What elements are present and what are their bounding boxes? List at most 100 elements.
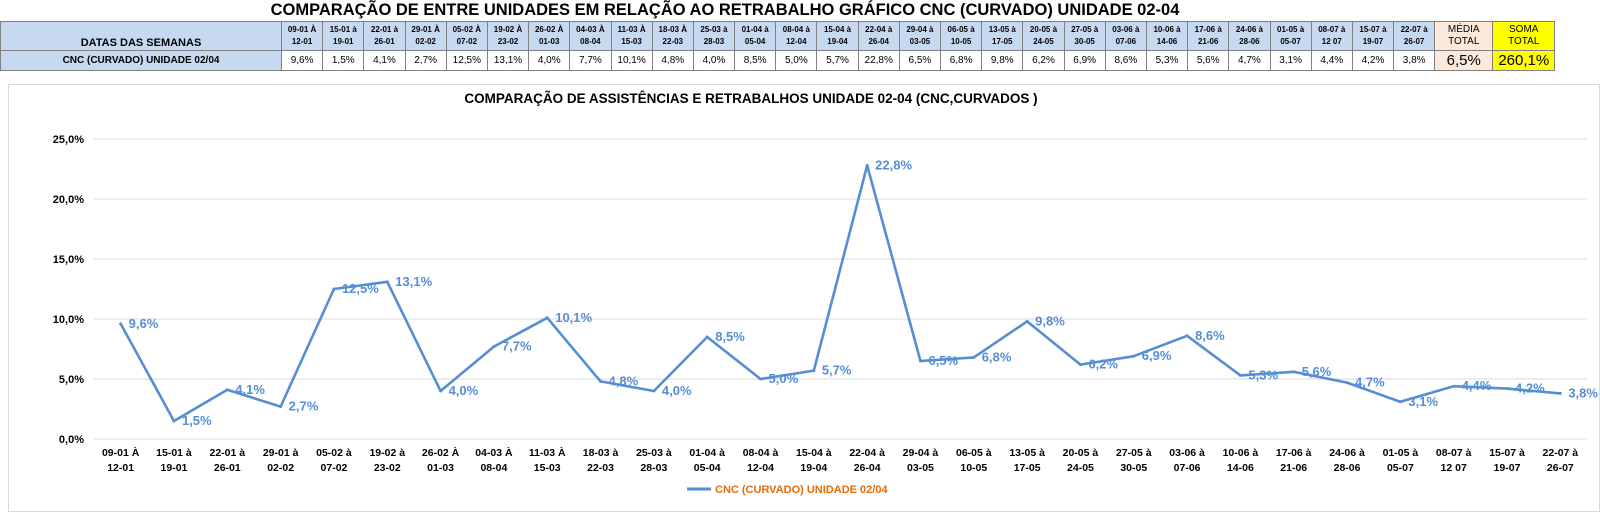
table-week-header: 15-01 à 19-01 — [322, 21, 365, 51]
week-end: 26-07 — [1403, 37, 1425, 46]
table-value-cell: 3,8% — [1393, 50, 1436, 71]
y-tick-label: 15,0% — [53, 254, 84, 266]
y-tick-label: 0,0% — [59, 434, 84, 446]
x-tick-label: 03-06 à 07-06 — [1169, 447, 1205, 474]
media-total-header-line: MÉDIA — [1447, 24, 1480, 35]
week-start: 22-07 à — [1400, 25, 1428, 34]
soma-total-value: 260,1% — [1492, 50, 1556, 71]
week-start: 10-06 à — [1153, 25, 1181, 34]
data-label: 2,7% — [289, 399, 319, 414]
data-point — [705, 335, 709, 339]
table-value-cell: 5,0% — [775, 50, 818, 71]
data-point — [1185, 334, 1189, 338]
data-point — [119, 322, 123, 326]
data-point — [759, 377, 763, 381]
data-label: 4,4% — [1462, 378, 1492, 393]
week-end: 23-02 — [497, 37, 519, 46]
data-point — [1505, 387, 1509, 391]
data-label: 4,7% — [1355, 375, 1385, 390]
chart-legend: CNC (CURVADO) UNIDADE 02/04 — [687, 484, 888, 496]
week-start: 22-04 à — [865, 25, 893, 34]
data-label: 6,5% — [928, 353, 958, 368]
table-value-cell: 1,5% — [322, 50, 365, 71]
data-label: 22,8% — [875, 157, 912, 172]
week-end: 21-06 — [1197, 37, 1219, 46]
data-point — [1078, 363, 1082, 367]
table-value-cell: 9,8% — [981, 50, 1024, 71]
data-label: 5,6% — [1302, 364, 1332, 379]
data-label: 7,7% — [502, 339, 532, 354]
table-value-cell: 6,5% — [898, 50, 942, 71]
table-value-cell: 4,4% — [1310, 50, 1353, 71]
week-end: 07-02 — [456, 37, 478, 46]
data-point — [1398, 400, 1402, 404]
table-week-header: 29-04 à 03-05 — [898, 21, 942, 51]
x-tick-label: 06-05 à 10-05 — [956, 447, 992, 474]
table-week-header: 17-06 à 21-06 — [1187, 21, 1230, 51]
data-label: 4,8% — [609, 373, 639, 388]
y-tick-label: 25,0% — [53, 134, 84, 146]
x-tick-label: 15-04 à 19-04 — [796, 447, 832, 474]
table-value-cell: 8,6% — [1104, 50, 1147, 71]
table-data-row: CNC (CURVADO) UNIDADE 02/04 9,6% 1,5% 4,1%… — [0, 50, 1556, 71]
data-label: 4,2% — [1515, 381, 1545, 396]
week-end: 28-03 — [703, 37, 725, 46]
week-end: 12 07 — [1321, 37, 1342, 46]
media-total-value: 6,5% — [1434, 50, 1494, 71]
week-start: 03-06 à — [1112, 25, 1140, 34]
line-chart: COMPARAÇÃO DE ASSISTÊNCIAS E RETRABALHOS… — [53, 91, 1599, 496]
week-start: 20-05 à — [1029, 25, 1058, 34]
data-label: 5,7% — [822, 363, 852, 378]
table-week-header: 08-04 à 12-04 — [775, 21, 818, 51]
week-end: 07-06 — [1115, 37, 1137, 46]
table-value-cell: 6,9% — [1063, 50, 1106, 71]
x-tick-label: 08-04 à 12-04 — [743, 447, 779, 474]
data-label: 3,1% — [1408, 394, 1438, 409]
x-tick-label: 08-07 à 12 07 — [1436, 447, 1472, 474]
table-week-header: 15-04 à 19-04 — [816, 21, 859, 51]
week-end: 26-04 — [868, 37, 889, 46]
table-row-label: CNC (CURVADO) UNIDADE 02/04 — [0, 50, 282, 71]
x-tick-label: 22-04 à 26-04 — [849, 447, 885, 474]
data-point — [972, 355, 976, 359]
data-point — [225, 388, 229, 392]
data-point — [332, 287, 336, 291]
data-point — [279, 405, 283, 409]
x-tick-label: 20-05 à 24-05 — [1063, 447, 1099, 474]
data-point — [1292, 370, 1296, 374]
week-end: 30-05 — [1074, 37, 1095, 46]
data-label: 4,0% — [449, 383, 479, 398]
table-value-cell: 6,2% — [1022, 50, 1065, 71]
data-label: 8,5% — [715, 329, 745, 344]
week-start: 11-03 À — [617, 25, 646, 34]
x-tick-label: 15-01 à 19-01 — [156, 447, 192, 474]
week-end: 19-01 — [333, 37, 354, 46]
x-tick-label: 25-03 à 28-03 — [636, 447, 672, 474]
data-label: 3,8% — [1568, 385, 1598, 400]
data-point — [1452, 384, 1456, 388]
week-start: 22-01 à — [370, 25, 399, 34]
table-week-header: 20-05 à 24-05 — [1022, 21, 1065, 51]
week-end: 05-04 — [744, 37, 766, 46]
data-label: 5,0% — [769, 371, 799, 386]
week-start: 29-01 À — [411, 25, 440, 34]
week-start: 08-04 à — [782, 25, 810, 34]
table-value-cell: 4,7% — [1228, 50, 1271, 71]
x-tick-label: 04-03 À 08-04 — [475, 446, 513, 474]
week-end: 02-02 — [415, 37, 436, 46]
table-week-header: 29-01 À 02-02 — [404, 21, 447, 51]
week-end: 12-04 — [786, 37, 807, 46]
week-start: 29-04 à — [906, 25, 934, 34]
x-tick-label: 10-06 à 14-06 — [1223, 447, 1259, 474]
data-label: 6,8% — [982, 349, 1012, 364]
week-end: 26-01 — [374, 37, 395, 46]
x-tick-label: 29-04 à 03-05 — [903, 447, 939, 474]
table-week-header: 03-06 à 07-06 — [1104, 21, 1147, 51]
table-week-header: 15-07 à 19-07 — [1351, 21, 1395, 51]
data-label: 10,1% — [555, 310, 592, 325]
data-point — [439, 389, 443, 393]
data-point — [545, 316, 549, 320]
data-label: 9,6% — [129, 316, 159, 331]
x-tick-label: 05-02 à 07-02 — [316, 447, 352, 474]
table-week-header: 01-05 à 05-07 — [1269, 21, 1312, 51]
